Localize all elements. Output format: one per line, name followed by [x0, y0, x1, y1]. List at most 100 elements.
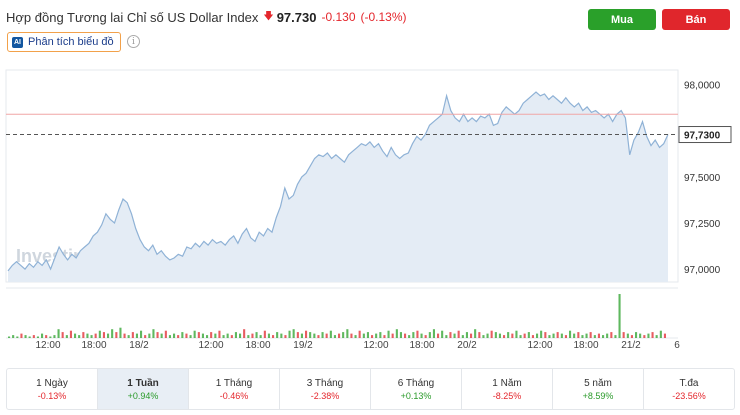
period-tab[interactable]: 1 Năm -8.25% [462, 369, 553, 409]
volume-bar [651, 332, 654, 338]
volume-bar [511, 333, 514, 338]
volume-bar [482, 335, 485, 338]
x-tick-label: 19/2 [293, 340, 313, 351]
period-change: +0.94% [127, 390, 159, 401]
price-change-percent: (-0.13%) [360, 10, 407, 24]
period-label: T.đa [679, 377, 699, 389]
price-chart[interactable]: 98,000097,750097,500097,250097,0000Inves… [0, 62, 740, 362]
volume-bar [218, 330, 221, 338]
period-tab[interactable]: 1 Tháng -0.46% [189, 369, 280, 409]
volume-bar [148, 333, 151, 338]
volume-bar [317, 335, 320, 338]
volume-bar [362, 333, 365, 338]
volume-bar [610, 332, 613, 338]
volume-bar [531, 335, 534, 338]
volume-bar [618, 294, 621, 338]
volume-bar [494, 332, 497, 338]
chart-analysis-button[interactable]: AI Phân tích biểu đồ [7, 32, 121, 52]
volume-bar [346, 329, 349, 338]
sell-button[interactable]: Bán [662, 9, 730, 30]
y-tick-label: 97,5000 [684, 173, 721, 184]
x-tick-label: 20/2 [457, 340, 477, 351]
period-change: -0.13% [37, 390, 67, 401]
period-label: 3 Tháng [306, 377, 344, 389]
volume-bar [292, 329, 295, 338]
volume-bar [465, 332, 468, 338]
volume-bar [28, 336, 31, 338]
volume-bar [53, 335, 56, 338]
volume-bar [45, 335, 48, 338]
volume-bar [107, 333, 110, 338]
period-tab[interactable]: 1 Ngày -0.13% [7, 369, 98, 409]
volume-bar [123, 333, 126, 338]
volume-bar [65, 335, 68, 338]
volume-bar [140, 330, 143, 338]
chart-analysis-label: Phân tích biểu đồ [28, 36, 114, 48]
volume-bar [276, 332, 279, 338]
volume-bar [383, 335, 386, 338]
volume-bar [519, 335, 522, 338]
buy-button[interactable]: Mua [588, 9, 656, 30]
volume-bar [131, 332, 134, 338]
volume-bar [259, 335, 262, 338]
volume-bar [461, 335, 464, 338]
volume-bar [445, 335, 448, 338]
volume-bar [189, 335, 192, 338]
volume-bar [267, 333, 270, 338]
volume-bar [201, 333, 204, 338]
volume-bar [263, 330, 266, 338]
period-label: 1 Ngày [36, 377, 68, 389]
x-tick-label: 18/2 [129, 340, 149, 351]
volume-bar [639, 333, 642, 338]
volume-bar [548, 335, 551, 338]
current-value-label: 97,7300 [684, 131, 721, 142]
volume-bar [321, 332, 324, 338]
volume-bar [164, 330, 167, 338]
volume-bar [280, 333, 283, 338]
info-icon[interactable]: i [127, 35, 140, 48]
period-tab[interactable]: 5 năm +8.59% [553, 369, 644, 409]
volume-bar [111, 329, 114, 338]
volume-bar [655, 335, 658, 338]
y-tick-label: 98,0000 [684, 81, 721, 92]
volume-bar [560, 333, 563, 338]
volume-bar [569, 330, 572, 338]
period-tab[interactable]: 3 Tháng -2.38% [280, 369, 371, 409]
volume-bar [470, 333, 473, 338]
volume-bar [24, 335, 27, 338]
volume-bar [127, 335, 130, 338]
period-tab[interactable]: 1 Tuần +0.94% [98, 369, 189, 409]
volume-bar [284, 335, 287, 338]
volume-bar [391, 333, 394, 338]
volume-bar [453, 333, 456, 338]
period-tab[interactable]: 6 Tháng +0.13% [371, 369, 462, 409]
volume-bar [234, 332, 237, 338]
volume-bar [197, 332, 200, 338]
volume-bar [135, 333, 138, 338]
volume-bar [486, 333, 489, 338]
volume-bar [338, 333, 341, 338]
volume-bar [424, 335, 427, 338]
volume-bar [507, 332, 510, 338]
volume-bar [251, 333, 254, 338]
volume-bar [404, 333, 407, 338]
x-tick-label: 18:00 [573, 340, 598, 351]
volume-bar [375, 333, 378, 338]
volume-bar [503, 335, 506, 338]
volume-bar [272, 335, 275, 338]
volume-bar [420, 333, 423, 338]
volume-bar [457, 330, 460, 338]
volume-bar [630, 335, 633, 338]
price-chart-svg[interactable]: 98,000097,750097,500097,250097,0000Inves… [0, 62, 740, 362]
period-label: 1 Tháng [215, 377, 253, 389]
period-tab[interactable]: T.đa -23.56% [644, 369, 734, 409]
volume-bar [387, 330, 390, 338]
volume-bar [193, 330, 196, 338]
x-tick-label: 12:00 [363, 340, 388, 351]
volume-bar [399, 332, 402, 338]
volume-bar [428, 332, 431, 338]
volume-bar [16, 336, 19, 338]
volume-bar [474, 329, 477, 338]
volume-bar [544, 332, 547, 338]
x-tick-label: 18:00 [245, 340, 270, 351]
